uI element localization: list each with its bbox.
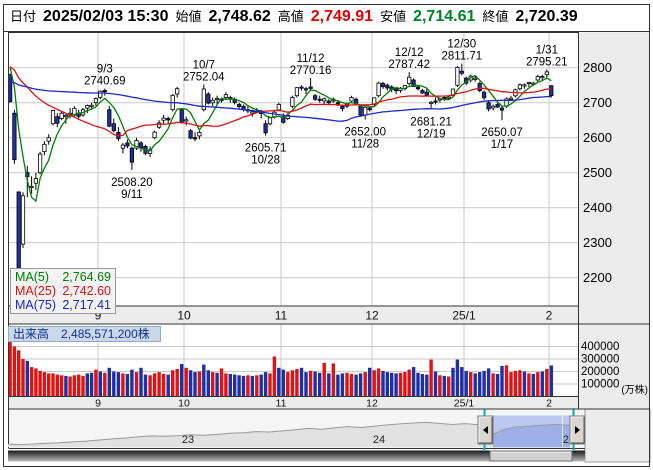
- svg-text:12/12: 12/12: [395, 47, 424, 59]
- svg-text:2652.00: 2652.00: [344, 127, 386, 139]
- svg-text:2752.04: 2752.04: [183, 71, 225, 83]
- svg-text:400000: 400000: [581, 341, 619, 353]
- svg-text:9/3: 9/3: [97, 63, 113, 75]
- svg-text:2650.07: 2650.07: [481, 127, 523, 139]
- svg-text:300000: 300000: [581, 354, 619, 366]
- ma-legend: MA(5) 2,764.69 MA(25) 2,742.60 MA(75) 2,…: [10, 268, 116, 314]
- frames: [3, 4, 650, 467]
- ma75-row: MA(75) 2,717.41: [11, 298, 115, 312]
- nav-selection[interactable]: [8, 415, 570, 448]
- low-value: 2,714.61: [413, 8, 476, 25]
- panel-backgrounds: [8, 32, 651, 463]
- right-arrow-icon: [575, 426, 580, 434]
- svg-text:25/1: 25/1: [452, 309, 476, 323]
- low-label: 安値: [380, 9, 407, 24]
- svg-text:2811.71: 2811.71: [441, 51, 482, 63]
- svg-text:2740.69: 2740.69: [84, 75, 126, 87]
- ma5-value: 2,764.69: [62, 270, 111, 284]
- ma25-row: MA(25) 2,742.60: [11, 284, 115, 298]
- svg-text:1/31: 1/31: [536, 44, 558, 56]
- nav-scroll-left-button[interactable]: [477, 415, 494, 445]
- date-value: 2025/02/03 15:30: [43, 8, 169, 25]
- date-label: 日付: [10, 9, 37, 24]
- volume-readout: 出来高 2,485,571,200株: [8, 326, 161, 342]
- close-value: 2,720.39: [515, 8, 578, 25]
- open-value: 2,748.62: [208, 8, 271, 25]
- svg-text:200000: 200000: [581, 366, 619, 378]
- svg-text:24: 24: [373, 434, 385, 446]
- svg-text:1/17: 1/17: [491, 139, 513, 151]
- open-label: 始値: [175, 9, 202, 24]
- svg-text:2787.42: 2787.42: [388, 59, 430, 71]
- volume-value: 2,485,571,200株: [61, 327, 150, 341]
- svg-text:11/28: 11/28: [351, 139, 379, 151]
- navigator: 23 24 25: [7, 409, 586, 450]
- svg-text:11/12: 11/12: [297, 53, 325, 65]
- ma75-label: MA(75): [15, 298, 56, 312]
- svg-text:2500: 2500: [583, 165, 612, 180]
- high-value: 2,749.91: [310, 8, 374, 25]
- left-arrow-icon: [483, 426, 488, 434]
- volume-label: 出来高: [13, 327, 50, 341]
- svg-text:12: 12: [366, 398, 378, 410]
- svg-text:2200: 2200: [583, 270, 612, 285]
- svg-text:9: 9: [95, 398, 101, 410]
- scrollbar[interactable]: [8, 450, 585, 462]
- nav-scroll-right-button[interactable]: [569, 415, 586, 445]
- nav-area-fill: [8, 422, 570, 447]
- svg-text:12/30: 12/30: [447, 39, 476, 51]
- scrollbar-track[interactable]: [8, 450, 585, 462]
- high-label: 高値: [277, 9, 304, 24]
- axis-labels: 2800 2700 2600 2500 2400 2300 2200 400000300000…: [95, 60, 648, 409]
- scrollbar-thumb[interactable]: [489, 450, 573, 462]
- ma75-value: 2,717.41: [62, 298, 111, 312]
- svg-text:10/7: 10/7: [193, 59, 215, 71]
- nav-line: [7, 421, 571, 446]
- ma-line-25: [9, 66, 552, 137]
- quote-info-bar: 日付 2025/02/03 15:30 始値 2,748.62 高値 2,749…: [5, 6, 647, 31]
- ma-line-75: [9, 81, 552, 122]
- svg-text:(万株): (万株): [621, 383, 648, 396]
- ma25-value: 2,742.60: [62, 284, 111, 298]
- svg-text:2770.16: 2770.16: [290, 65, 332, 77]
- svg-text:11: 11: [276, 398, 287, 410]
- svg-text:9: 9: [95, 309, 102, 323]
- svg-text:11: 11: [275, 309, 288, 323]
- svg-text:10/28: 10/28: [251, 155, 280, 167]
- svg-text:2700: 2700: [583, 95, 612, 110]
- svg-text:23: 23: [182, 434, 194, 446]
- ma5-label: MA(5): [15, 270, 50, 284]
- svg-text:2600: 2600: [583, 130, 612, 145]
- ma5-row: MA(5) 2,764.69: [11, 270, 115, 284]
- svg-text:2: 2: [546, 398, 552, 410]
- svg-text:2508.20: 2508.20: [111, 177, 153, 189]
- svg-text:9/11: 9/11: [121, 189, 143, 201]
- svg-text:100000: 100000: [581, 379, 619, 391]
- svg-text:10: 10: [177, 309, 191, 323]
- svg-text:2605.71: 2605.71: [245, 143, 287, 155]
- svg-text:2: 2: [546, 309, 553, 323]
- svg-text:10: 10: [178, 398, 190, 410]
- svg-text:25/1: 25/1: [454, 398, 475, 410]
- ma25-label: MA(25): [15, 284, 56, 298]
- svg-text:2300: 2300: [583, 235, 612, 250]
- ma-line-5: [9, 67, 552, 203]
- svg-text:2400: 2400: [583, 200, 612, 215]
- svg-text:2795.21: 2795.21: [526, 56, 568, 68]
- svg-text:2800: 2800: [583, 60, 612, 75]
- svg-text:2681.21: 2681.21: [410, 116, 452, 128]
- close-label: 終値: [482, 9, 509, 24]
- volume-bars: [8, 342, 553, 397]
- svg-text:12: 12: [365, 309, 379, 323]
- svg-text:12/19: 12/19: [417, 128, 446, 140]
- price-annotations: 9/32740.6910/72752.0411/122770.1612/1227…: [84, 39, 568, 201]
